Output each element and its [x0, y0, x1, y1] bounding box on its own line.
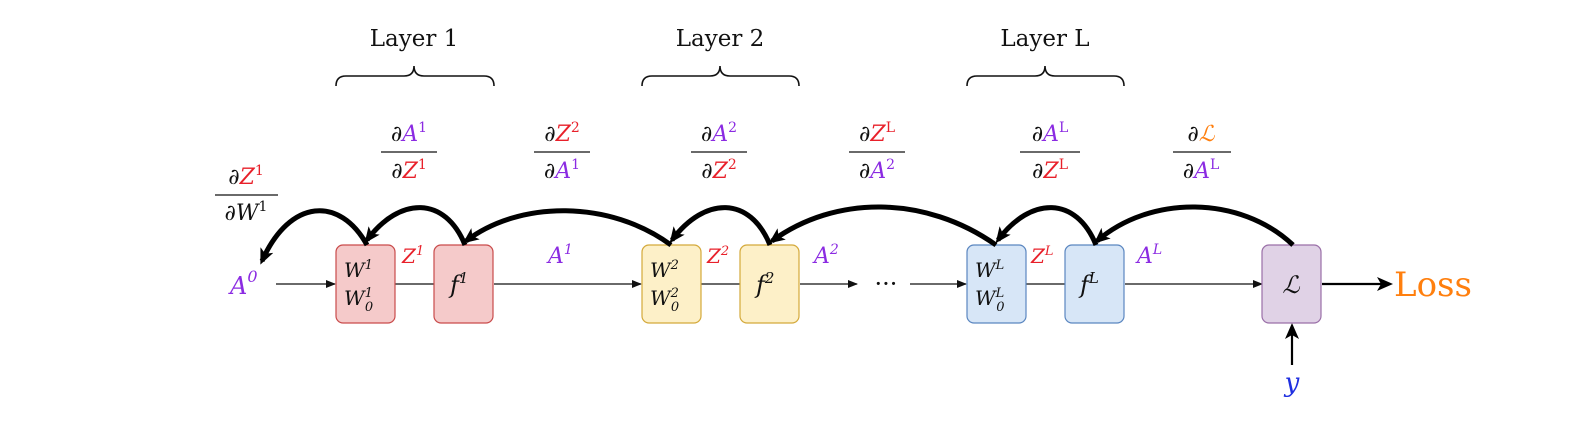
svg-text:∂W1: ∂W1	[225, 199, 268, 226]
svg-text:W10: W1 0	[344, 286, 373, 315]
activation-box-layer-2: f2	[739, 244, 800, 324]
backward-arrow-dz2	[669, 205, 773, 246]
svg-text:ℒ: ℒ	[1282, 271, 1300, 299]
svg-text:W20: W2 0	[650, 286, 679, 315]
backward-arrow-da2	[768, 204, 998, 248]
backward-arrow-daL	[1093, 204, 1295, 247]
svg-text:∂Z1: ∂Z1	[391, 157, 427, 184]
svg-text:W2: W2	[650, 258, 679, 282]
svg-text:∂Z1: ∂Z1	[228, 163, 264, 190]
backward-arrow-dz1	[364, 205, 468, 246]
loss-function-box: ℒ	[1261, 244, 1322, 324]
backward-arrow-da1	[462, 208, 673, 248]
layer-L-label: Layer L	[1000, 26, 1089, 52]
input-label: A0	[228, 267, 258, 300]
layer-1-label: Layer 1	[370, 26, 459, 52]
target-label: y	[1284, 368, 1300, 398]
weight-box-layer-1: W1 W1 0	[335, 244, 396, 324]
svg-text:∂Z2: ∂Z2	[544, 120, 580, 147]
derivative-dz1-dw1: ∂Z1 ∂W1	[215, 163, 278, 226]
weight-box-layer-2: W2 W2 0	[641, 244, 702, 324]
derivative-daL-dzL: ∂AL ∂ZL	[1020, 120, 1080, 184]
layer-1-brace	[335, 65, 495, 87]
activation-box-layer-L: fL	[1064, 244, 1125, 324]
derivative-da2-dz2: ∂A2 ∂Z2	[691, 120, 747, 184]
z1-label: Z1	[401, 244, 424, 268]
layer-L-brace	[966, 65, 1125, 87]
weight-box-layer-L: WL WL 0	[966, 244, 1027, 324]
a2-label: A2	[812, 242, 839, 269]
derivative-dzL-da2: ∂ZL ∂A2	[849, 120, 905, 184]
svg-text:∂A1: ∂A1	[544, 157, 580, 184]
svg-text:∂AL: ∂AL	[1032, 120, 1069, 147]
zL-label: ZL	[1030, 244, 1054, 268]
svg-text:W1: W1	[344, 258, 373, 282]
derivative-dz2-da1: ∂Z2 ∂A1	[534, 120, 590, 184]
a1-label: A1	[546, 242, 573, 269]
svg-text:∂ZL: ∂ZL	[859, 120, 895, 147]
svg-text:∂ℒ: ∂ℒ	[1187, 122, 1215, 147]
svg-text:WL: WL	[975, 258, 1004, 282]
activation-box-layer-1: f1	[433, 244, 494, 324]
backward-arrow-dzL	[995, 205, 1099, 246]
aL-label: AL	[1135, 242, 1162, 269]
layer-2-brace	[641, 65, 800, 87]
svg-text:∂A2: ∂A2	[859, 157, 895, 184]
backward-arrow-dw1	[259, 208, 370, 265]
svg-text:WL0: WL 0	[975, 286, 1004, 315]
derivative-da1-dz1: ∂A1 ∂Z1	[381, 120, 437, 184]
svg-text:∂AL: ∂AL	[1183, 157, 1220, 184]
derivative-dloss-daL: ∂ℒ ∂AL	[1173, 122, 1231, 184]
svg-text:∂A2: ∂A2	[701, 120, 737, 147]
svg-text:∂A1: ∂A1	[391, 120, 427, 147]
loss-label: Loss	[1394, 265, 1472, 305]
layer-2-label: Layer 2	[676, 26, 765, 52]
ellipsis: ···	[875, 270, 898, 298]
z2-label: Z2	[706, 244, 729, 268]
svg-text:∂ZL: ∂ZL	[1032, 157, 1068, 184]
svg-text:∂Z2: ∂Z2	[701, 157, 737, 184]
